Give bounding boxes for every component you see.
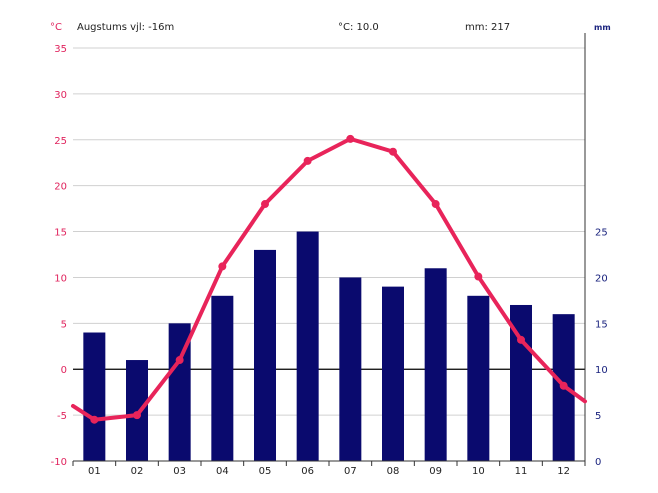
altitude-label: Augstums vjl: -16m <box>77 22 175 33</box>
month-label: 01 <box>88 466 101 477</box>
month-label: 04 <box>216 466 229 477</box>
temperature-point <box>261 200 269 209</box>
month-label: 05 <box>259 466 272 477</box>
precipitation-bar <box>126 360 148 461</box>
precipitation-bar <box>467 295 490 461</box>
temperature-point <box>303 156 312 165</box>
month-label: 09 <box>429 466 442 477</box>
precipitation-bar <box>83 332 106 461</box>
temperature-point <box>474 272 483 281</box>
month-label: 03 <box>173 466 186 477</box>
temperature-point <box>431 200 440 209</box>
temperature-point <box>90 415 99 424</box>
month-label: 06 <box>301 466 314 477</box>
temperature-tick-label: 25 <box>54 136 67 147</box>
precipitation-bar <box>339 277 362 461</box>
precipitation-bar <box>424 268 447 461</box>
temperature-point <box>175 356 184 365</box>
temperature-line <box>71 136 587 422</box>
precipitation-unit-label: mm <box>594 23 611 32</box>
temperature-point <box>389 147 397 156</box>
precipitation-tick-label: 0 <box>595 457 601 468</box>
precipitation-bar <box>296 231 319 461</box>
temperature-point <box>218 262 227 271</box>
month-label: 12 <box>557 466 570 477</box>
temperature-tick-label: 0 <box>61 365 67 376</box>
temperature-tick-label: 15 <box>54 228 67 239</box>
temperature-tick-label: -5 <box>57 411 67 422</box>
temperature-tick-label: 30 <box>54 90 67 101</box>
temperature-tick-label: -10 <box>51 457 67 468</box>
month-label: 08 <box>387 466 400 477</box>
month-label: 02 <box>131 466 144 477</box>
month-label: 10 <box>472 466 485 477</box>
month-label: 07 <box>344 466 357 477</box>
precipitation-tick-label: 5 <box>595 411 601 422</box>
temperature-tick-label: 5 <box>61 319 67 330</box>
precipitation-tick-label: 25 <box>595 228 608 239</box>
precipitation-bar <box>168 323 191 461</box>
temperature-point <box>517 335 525 344</box>
temperature-tick-label: 20 <box>54 182 67 193</box>
month-label: 11 <box>515 466 528 477</box>
precipitation-bar <box>382 286 404 461</box>
precipitation-tick-label: 10 <box>595 365 608 376</box>
temperature-point <box>133 411 141 420</box>
temperature-point <box>559 381 568 390</box>
temperature-tick-label: 35 <box>54 44 67 55</box>
precipitation-tick-label: 15 <box>595 319 608 330</box>
temperature-tick-label: 10 <box>54 273 67 284</box>
average-temperature-label: °C: 10.0 <box>338 22 379 33</box>
precipitation-bar <box>211 295 234 461</box>
temperature-unit-label: °C <box>50 22 62 33</box>
total-precipitation-label: mm: 217 <box>465 22 511 33</box>
temperature-point <box>346 134 355 143</box>
precipitation-bar <box>254 249 276 461</box>
precipitation-tick-label: 20 <box>595 273 608 284</box>
